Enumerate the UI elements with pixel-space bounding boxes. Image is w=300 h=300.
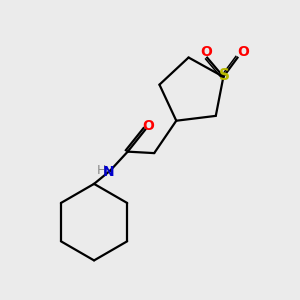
Text: O: O [200, 45, 212, 59]
Text: N: N [103, 165, 114, 179]
Text: S: S [219, 68, 230, 83]
Text: O: O [237, 45, 249, 59]
Text: H: H [97, 164, 106, 177]
Text: O: O [142, 119, 154, 133]
